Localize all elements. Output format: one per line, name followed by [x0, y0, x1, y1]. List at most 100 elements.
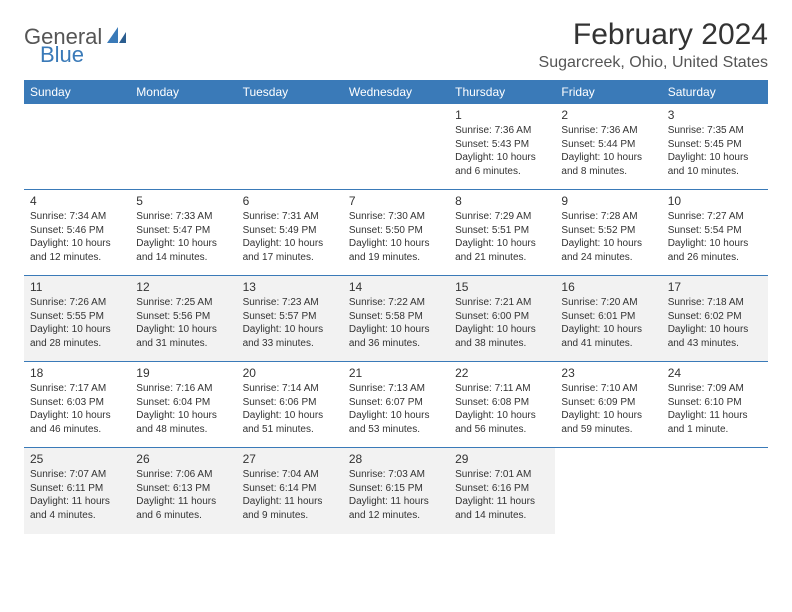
day-header: Wednesday — [343, 81, 449, 104]
daylight-line: Daylight: 10 hours and 59 minutes. — [561, 409, 655, 436]
calendar-week-row: 1Sunrise: 7:36 AMSunset: 5:43 PMDaylight… — [24, 104, 768, 190]
day-number: 22 — [455, 365, 549, 381]
day-number: 19 — [136, 365, 230, 381]
sunrise-line: Sunrise: 7:35 AM — [668, 124, 762, 138]
calendar-week-row: 18Sunrise: 7:17 AMSunset: 6:03 PMDayligh… — [24, 362, 768, 448]
brand-logo: General Blue — [24, 24, 128, 50]
sunrise-line: Sunrise: 7:20 AM — [561, 296, 655, 310]
sunrise-line: Sunrise: 7:18 AM — [668, 296, 762, 310]
calendar-day-cell: 21Sunrise: 7:13 AMSunset: 6:07 PMDayligh… — [343, 362, 449, 448]
day-number: 2 — [561, 107, 655, 123]
daylight-line: Daylight: 11 hours and 6 minutes. — [136, 495, 230, 522]
sunrise-line: Sunrise: 7:01 AM — [455, 468, 549, 482]
daylight-line: Daylight: 10 hours and 46 minutes. — [30, 409, 124, 436]
calendar-day-cell: 5Sunrise: 7:33 AMSunset: 5:47 PMDaylight… — [130, 190, 236, 276]
calendar-body: 1Sunrise: 7:36 AMSunset: 5:43 PMDaylight… — [24, 104, 768, 534]
sunrise-line: Sunrise: 7:28 AM — [561, 210, 655, 224]
sunset-line: Sunset: 6:02 PM — [668, 310, 762, 324]
sunset-line: Sunset: 6:03 PM — [30, 396, 124, 410]
calendar-day-cell: 18Sunrise: 7:17 AMSunset: 6:03 PMDayligh… — [24, 362, 130, 448]
day-number: 27 — [243, 451, 337, 467]
sunrise-line: Sunrise: 7:10 AM — [561, 382, 655, 396]
day-header: Thursday — [449, 81, 555, 104]
day-number: 12 — [136, 279, 230, 295]
calendar-day-cell: 19Sunrise: 7:16 AMSunset: 6:04 PMDayligh… — [130, 362, 236, 448]
sunset-line: Sunset: 5:52 PM — [561, 224, 655, 238]
calendar-day-cell: 4Sunrise: 7:34 AMSunset: 5:46 PMDaylight… — [24, 190, 130, 276]
sunrise-line: Sunrise: 7:11 AM — [455, 382, 549, 396]
sunrise-line: Sunrise: 7:06 AM — [136, 468, 230, 482]
daylight-line: Daylight: 10 hours and 56 minutes. — [455, 409, 549, 436]
sunset-line: Sunset: 6:10 PM — [668, 396, 762, 410]
sunrise-line: Sunrise: 7:07 AM — [30, 468, 124, 482]
daylight-line: Daylight: 11 hours and 4 minutes. — [30, 495, 124, 522]
calendar-day-cell: 3Sunrise: 7:35 AMSunset: 5:45 PMDaylight… — [662, 104, 768, 190]
sunrise-line: Sunrise: 7:21 AM — [455, 296, 549, 310]
daylight-line: Daylight: 11 hours and 12 minutes. — [349, 495, 443, 522]
brand-text-blue: Blue — [40, 42, 84, 67]
calendar-day-cell: 10Sunrise: 7:27 AMSunset: 5:54 PMDayligh… — [662, 190, 768, 276]
sunrise-line: Sunrise: 7:22 AM — [349, 296, 443, 310]
sunset-line: Sunset: 5:47 PM — [136, 224, 230, 238]
calendar-day-cell: 23Sunrise: 7:10 AMSunset: 6:09 PMDayligh… — [555, 362, 661, 448]
sunset-line: Sunset: 6:08 PM — [455, 396, 549, 410]
sunset-line: Sunset: 5:49 PM — [243, 224, 337, 238]
calendar-day-cell: 28Sunrise: 7:03 AMSunset: 6:15 PMDayligh… — [343, 448, 449, 534]
daylight-line: Daylight: 10 hours and 36 minutes. — [349, 323, 443, 350]
day-number: 16 — [561, 279, 655, 295]
day-number: 25 — [30, 451, 124, 467]
daylight-line: Daylight: 11 hours and 1 minute. — [668, 409, 762, 436]
sunset-line: Sunset: 5:57 PM — [243, 310, 337, 324]
day-number: 13 — [243, 279, 337, 295]
day-number: 4 — [30, 193, 124, 209]
day-header: Friday — [555, 81, 661, 104]
sunset-line: Sunset: 5:44 PM — [561, 138, 655, 152]
day-number: 6 — [243, 193, 337, 209]
calendar-day-cell: 2Sunrise: 7:36 AMSunset: 5:44 PMDaylight… — [555, 104, 661, 190]
sunrise-line: Sunrise: 7:29 AM — [455, 210, 549, 224]
calendar-week-row: 4Sunrise: 7:34 AMSunset: 5:46 PMDaylight… — [24, 190, 768, 276]
calendar-empty-cell — [662, 448, 768, 534]
calendar-empty-cell — [343, 104, 449, 190]
calendar-empty-cell — [130, 104, 236, 190]
sunrise-line: Sunrise: 7:14 AM — [243, 382, 337, 396]
sunset-line: Sunset: 6:06 PM — [243, 396, 337, 410]
sunset-line: Sunset: 6:00 PM — [455, 310, 549, 324]
calendar-day-cell: 26Sunrise: 7:06 AMSunset: 6:13 PMDayligh… — [130, 448, 236, 534]
calendar-empty-cell — [555, 448, 661, 534]
daylight-line: Daylight: 10 hours and 6 minutes. — [455, 151, 549, 178]
daylight-line: Daylight: 10 hours and 26 minutes. — [668, 237, 762, 264]
sunrise-line: Sunrise: 7:17 AM — [30, 382, 124, 396]
calendar-day-cell: 20Sunrise: 7:14 AMSunset: 6:06 PMDayligh… — [237, 362, 343, 448]
calendar-day-cell: 27Sunrise: 7:04 AMSunset: 6:14 PMDayligh… — [237, 448, 343, 534]
day-number: 18 — [30, 365, 124, 381]
sunset-line: Sunset: 5:55 PM — [30, 310, 124, 324]
daylight-line: Daylight: 11 hours and 9 minutes. — [243, 495, 337, 522]
calendar-day-cell: 12Sunrise: 7:25 AMSunset: 5:56 PMDayligh… — [130, 276, 236, 362]
day-number: 17 — [668, 279, 762, 295]
calendar-day-cell: 22Sunrise: 7:11 AMSunset: 6:08 PMDayligh… — [449, 362, 555, 448]
day-number: 14 — [349, 279, 443, 295]
location-text: Sugarcreek, Ohio, United States — [539, 54, 768, 72]
header: General Blue February 2024 Sugarcreek, O… — [24, 18, 768, 72]
daylight-line: Daylight: 10 hours and 10 minutes. — [668, 151, 762, 178]
daylight-line: Daylight: 10 hours and 19 minutes. — [349, 237, 443, 264]
calendar-empty-cell — [24, 104, 130, 190]
calendar-day-cell: 1Sunrise: 7:36 AMSunset: 5:43 PMDaylight… — [449, 104, 555, 190]
sunset-line: Sunset: 6:01 PM — [561, 310, 655, 324]
calendar-week-row: 11Sunrise: 7:26 AMSunset: 5:55 PMDayligh… — [24, 276, 768, 362]
calendar-day-cell: 14Sunrise: 7:22 AMSunset: 5:58 PMDayligh… — [343, 276, 449, 362]
daylight-line: Daylight: 10 hours and 41 minutes. — [561, 323, 655, 350]
sunset-line: Sunset: 6:14 PM — [243, 482, 337, 496]
calendar-week-row: 25Sunrise: 7:07 AMSunset: 6:11 PMDayligh… — [24, 448, 768, 534]
sunrise-line: Sunrise: 7:25 AM — [136, 296, 230, 310]
daylight-line: Daylight: 10 hours and 51 minutes. — [243, 409, 337, 436]
title-block: February 2024 Sugarcreek, Ohio, United S… — [539, 18, 768, 72]
calendar-table: SundayMondayTuesdayWednesdayThursdayFrid… — [24, 80, 768, 534]
calendar-day-cell: 15Sunrise: 7:21 AMSunset: 6:00 PMDayligh… — [449, 276, 555, 362]
day-number: 15 — [455, 279, 549, 295]
sunrise-line: Sunrise: 7:33 AM — [136, 210, 230, 224]
sunset-line: Sunset: 5:54 PM — [668, 224, 762, 238]
daylight-line: Daylight: 10 hours and 24 minutes. — [561, 237, 655, 264]
sunrise-line: Sunrise: 7:16 AM — [136, 382, 230, 396]
